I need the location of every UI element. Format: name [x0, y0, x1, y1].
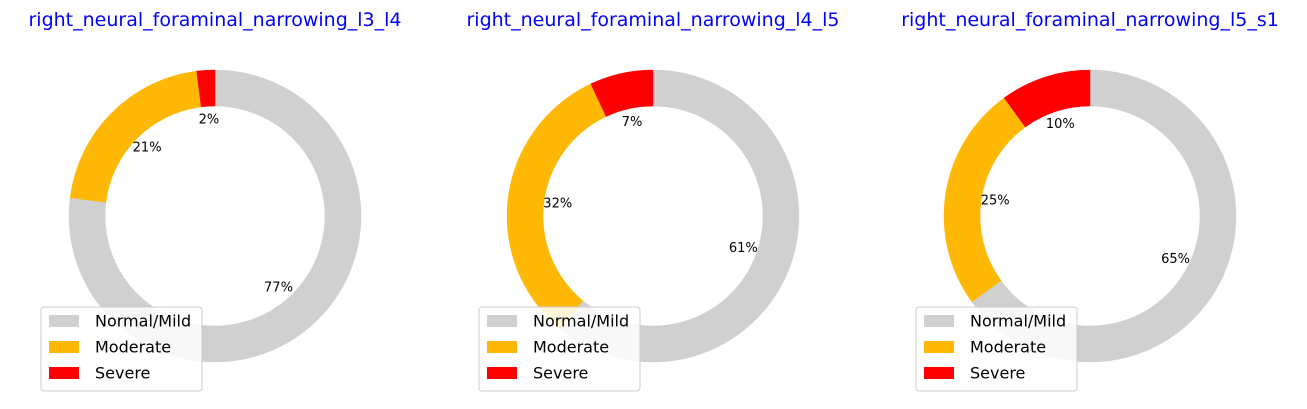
percent-label-severe: 2%: [199, 113, 220, 128]
legend-label-normal-mild: Normal/Mild: [95, 312, 191, 331]
chart-title: right_neural_foraminal_narrowing_l3_l4: [28, 9, 401, 31]
slice-severe: [1003, 69, 1091, 128]
legend-swatch-severe: [924, 367, 954, 379]
percent-label-severe: 10%: [1046, 117, 1075, 132]
legend-swatch-normal-mild: [924, 315, 954, 327]
legend-swatch-moderate: [924, 341, 954, 353]
percent-label-normal-mild: 65%: [1161, 252, 1190, 267]
legend-swatch-moderate: [487, 341, 517, 353]
legend: Normal/Mild Moderate Severe: [915, 306, 1078, 392]
percent-label-moderate: 21%: [133, 141, 162, 156]
legend: Normal/Mild Moderate Severe: [40, 306, 203, 392]
slice-severe: [196, 69, 216, 108]
legend-box: [40, 306, 203, 392]
percent-label-severe: 7%: [622, 115, 643, 130]
legend-label-moderate: Moderate: [533, 338, 609, 357]
legend-label-moderate: Moderate: [95, 338, 171, 357]
chart-title: right_neural_foraminal_narrowing_l4_l5: [466, 9, 839, 31]
legend-swatch-moderate: [49, 341, 79, 353]
percent-label-normal-mild: 61%: [729, 241, 758, 256]
legend-box: [478, 306, 641, 392]
donut-chart-l4-l5: right_neural_foraminal_narrowing_l4_l5 6…: [466, 9, 840, 392]
legend: Normal/Mild Moderate Severe: [478, 306, 641, 392]
slice-normal-mild: [68, 69, 362, 363]
legend-label-severe: Severe: [970, 364, 1025, 383]
percent-label-moderate: 32%: [543, 196, 572, 211]
legend-label-moderate: Moderate: [970, 338, 1046, 357]
legend-label-normal-mild: Normal/Mild: [970, 312, 1066, 331]
legend-label-severe: Severe: [533, 364, 588, 383]
percent-label-moderate: 25%: [981, 193, 1010, 208]
legend-swatch-normal-mild: [49, 315, 79, 327]
slice-moderate: [506, 83, 607, 329]
donut-chart-l3-l4: right_neural_foraminal_narrowing_l3_l4 7…: [28, 9, 402, 392]
slice-moderate: [69, 70, 202, 203]
legend-swatch-normal-mild: [487, 315, 517, 327]
slice-severe: [590, 69, 654, 117]
chart-title: right_neural_foraminal_narrowing_l5_s1: [901, 9, 1279, 31]
percent-label-normal-mild: 77%: [264, 281, 293, 296]
legend-swatch-severe: [487, 367, 517, 379]
legend-swatch-severe: [49, 367, 79, 379]
donut-chart-l5-s1: right_neural_foraminal_narrowing_l5_s1 6…: [901, 9, 1279, 392]
legend-box: [915, 306, 1078, 392]
legend-label-normal-mild: Normal/Mild: [533, 312, 629, 331]
legend-label-severe: Severe: [95, 364, 150, 383]
